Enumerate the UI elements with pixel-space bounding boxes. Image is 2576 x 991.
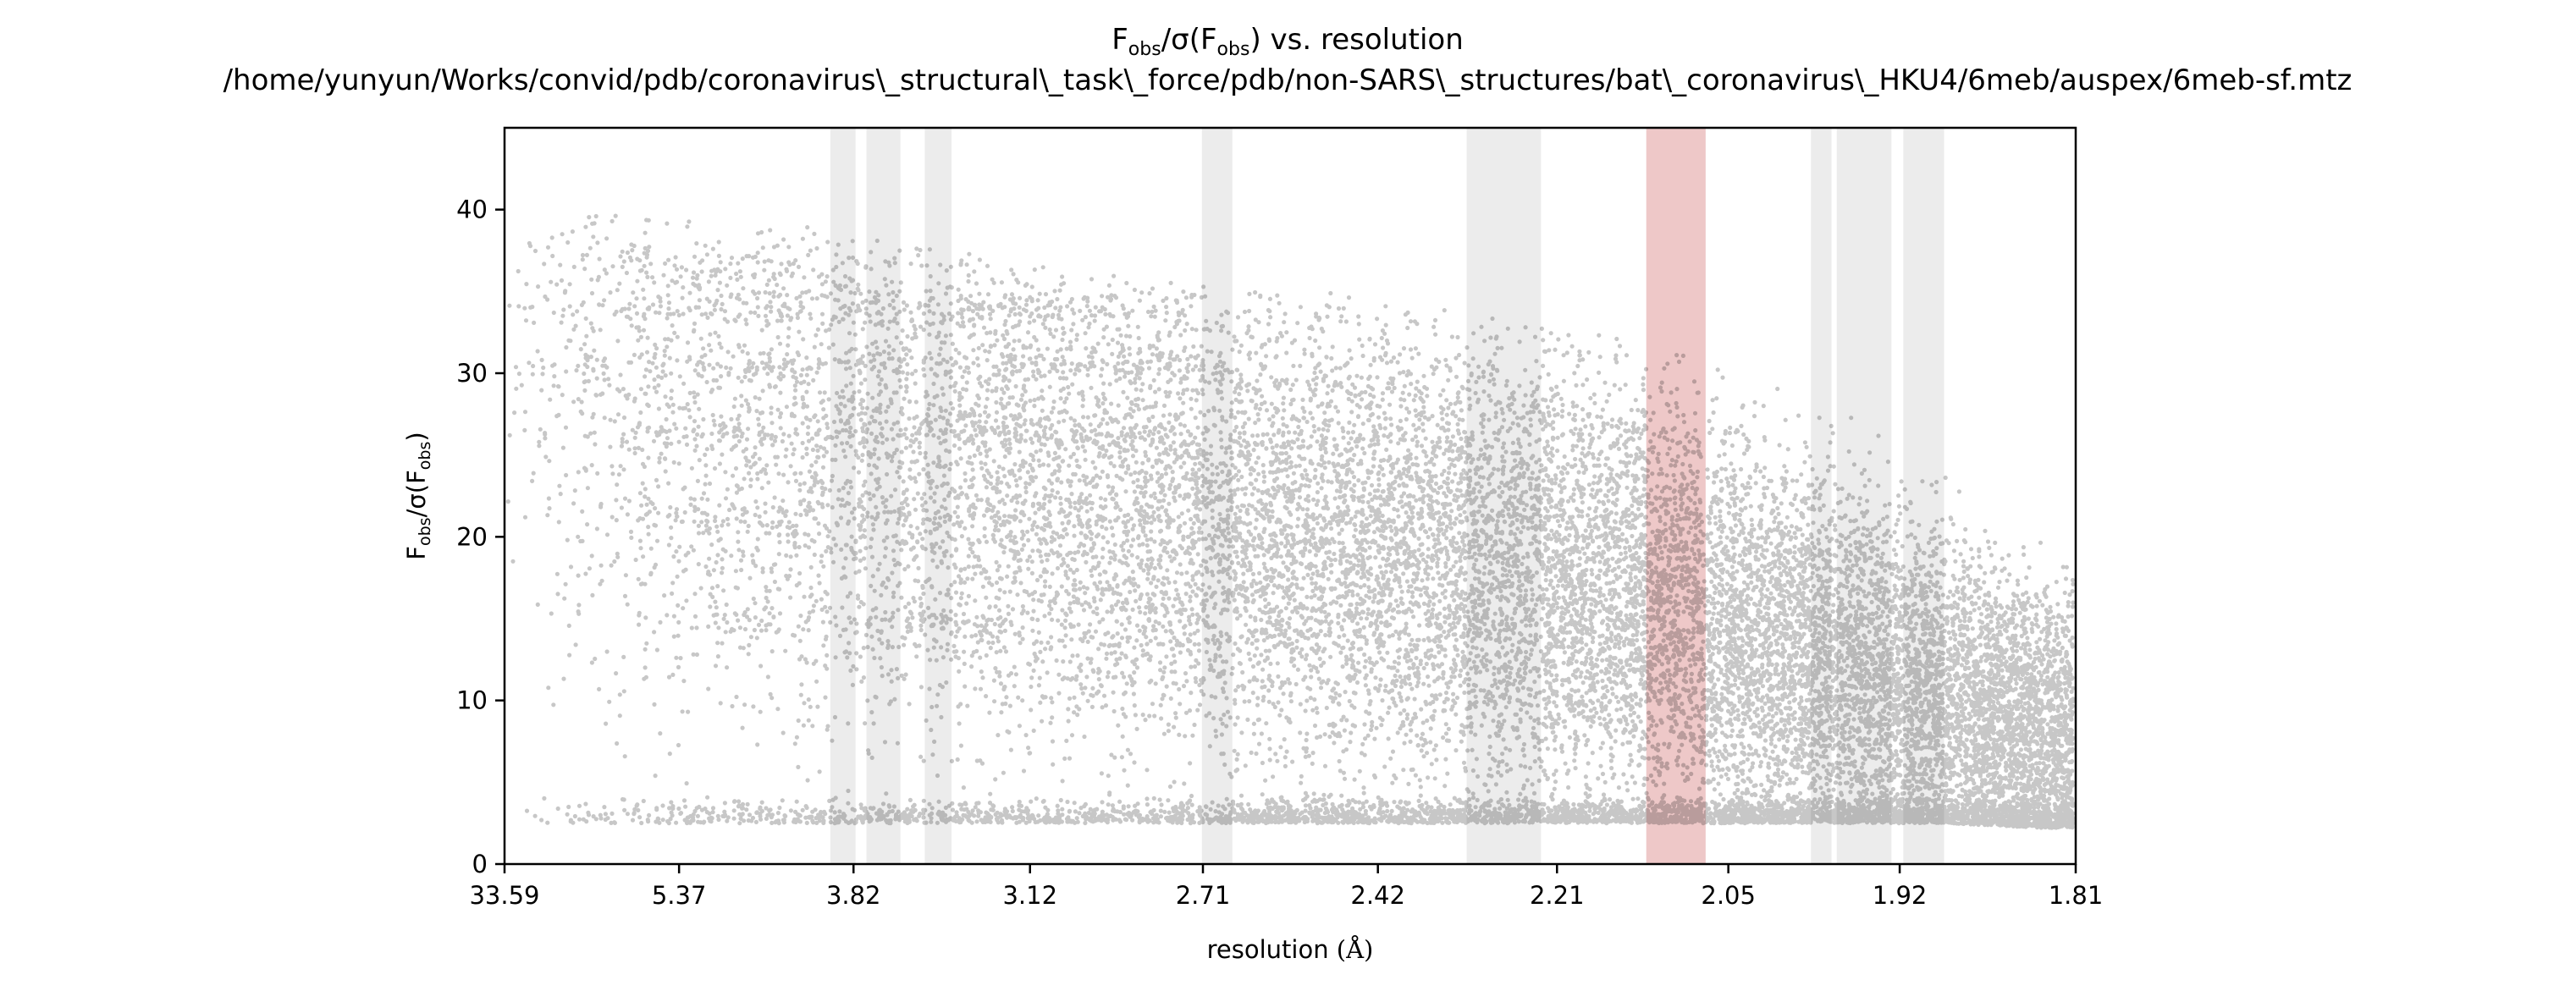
title-open-paren: ( [1189, 23, 1200, 57]
y-tick-label-4: 40 [456, 195, 488, 224]
y-label-num: F [402, 546, 431, 560]
y-label-close-paren: ) [402, 432, 431, 441]
x-tick-label-0: 33.59 [469, 881, 539, 910]
ice-ring-band-6 [1836, 128, 1892, 864]
y-label-open-paren: ( [402, 484, 431, 493]
ice-ring-band-5 [1811, 128, 1832, 864]
scatter-point-cloud [505, 213, 2076, 830]
x-tick-label-4: 2.71 [1176, 881, 1231, 910]
y-tick-label-2: 20 [456, 522, 488, 551]
x-tick-label-9: 1.81 [2049, 881, 2104, 910]
title-inner-sub: obs [1217, 39, 1250, 60]
plot-frame [503, 126, 2077, 866]
title-numerator-sub: obs [1128, 39, 1161, 60]
title-sigma: σ [1171, 23, 1189, 57]
y-axis-label: Fobs/σ(Fobs) [402, 432, 434, 559]
x-axis-ticks: 33.59 5.37 3.82 3.12 2.71 2.42 2.21 2.05 1.92 1.8… [469, 864, 2103, 910]
x-axis-label-unit: (Å) [1337, 934, 1374, 964]
title-slash: / [1161, 23, 1172, 57]
scatter-points [505, 213, 2076, 830]
ice-ring-band-0 [830, 128, 856, 864]
ice-ring-band-2 [924, 128, 952, 864]
y-tick-label-3: 30 [456, 359, 488, 388]
y-label-inner: F [402, 470, 431, 484]
y-tick-label-1: 10 [456, 686, 488, 715]
y-tick-label-0: 0 [472, 850, 488, 878]
title-numerator: F [1111, 23, 1128, 57]
y-label-slash: / [402, 509, 431, 517]
x-tick-label-6: 2.21 [1530, 881, 1585, 910]
y-axis-ticks: 0 10 20 30 40 [456, 195, 505, 878]
chart-subtitle: /home/yunyun/Works/convid/pdb/coronaviru… [223, 63, 2353, 97]
x-tick-label-2: 3.82 [826, 881, 881, 910]
ice-ring-band-3 [1201, 128, 1233, 864]
y-label-sigma: σ [402, 493, 431, 509]
x-tick-label-1: 5.37 [652, 881, 707, 910]
chart-title: Fobs/σ(Fobs) vs. resolution [1111, 23, 1464, 60]
title-main: vs. resolution [1271, 23, 1464, 57]
title-inner: F [1200, 23, 1217, 57]
ice-ring-band-7 [1903, 128, 1944, 864]
title-main-text [1261, 23, 1271, 57]
x-axis-label: resolution (Å) [1207, 934, 1374, 964]
y-label-inner-sub: obs [416, 442, 434, 471]
x-tick-label-5: 2.42 [1350, 881, 1405, 910]
highlight-band-rect [1646, 128, 1706, 864]
x-axis-label-text: resolution [1207, 935, 1329, 964]
y-label-num-sub: obs [416, 517, 434, 546]
title-close-paren: ) [1249, 23, 1260, 57]
highlight-band [1646, 128, 1706, 864]
ice-ring-bands [830, 128, 1944, 864]
x-tick-label-3: 3.12 [1002, 881, 1057, 910]
x-tick-label-8: 1.92 [1873, 881, 1928, 910]
ice-ring-band-4 [1466, 128, 1542, 864]
x-axis-label-space [1329, 935, 1337, 964]
x-tick-label-7: 2.05 [1701, 881, 1756, 910]
ice-ring-band-1 [866, 128, 901, 864]
